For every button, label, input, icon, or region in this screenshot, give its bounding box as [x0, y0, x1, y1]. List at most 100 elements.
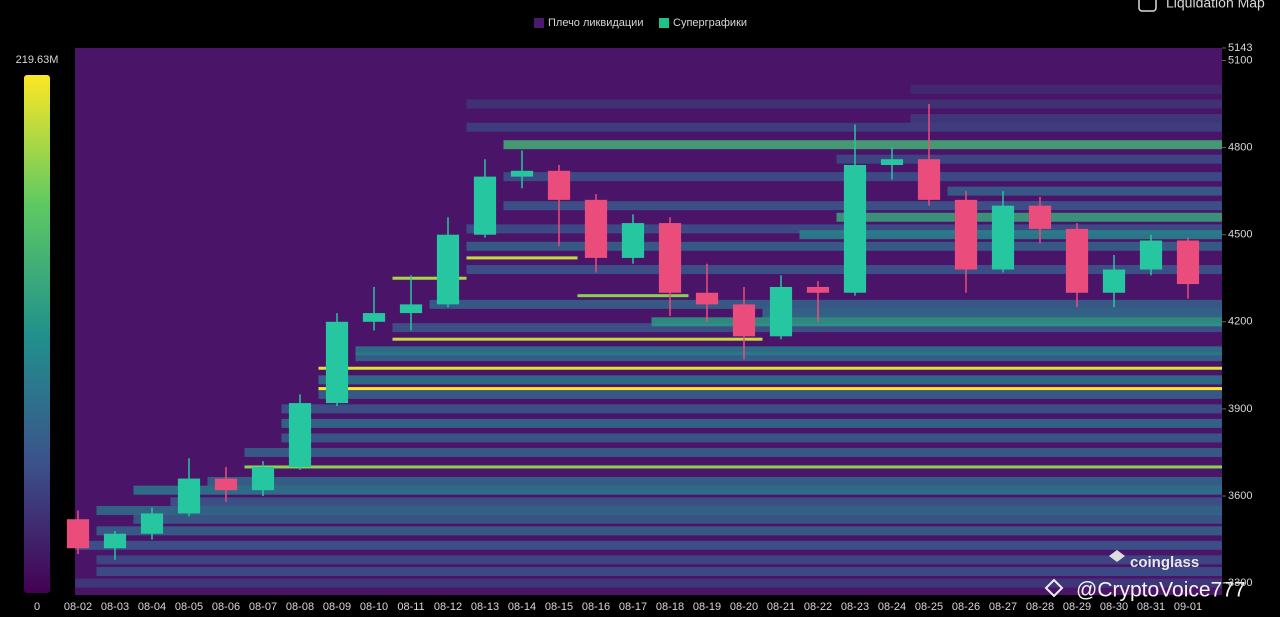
- x-tick-label: 08-13: [471, 601, 499, 613]
- x-tick-label: 08-30: [1100, 601, 1128, 613]
- y-tick-label: 3900: [1228, 403, 1252, 415]
- candle-body: [695, 292, 719, 305]
- candle-body: [658, 223, 682, 293]
- colorbar-label: 219.63M: [16, 54, 59, 66]
- candle-body: [362, 313, 386, 322]
- y-tick-label: 4500: [1228, 229, 1252, 241]
- candle-body: [473, 176, 497, 235]
- y-tick-label: 3600: [1228, 490, 1252, 502]
- candle-body: [732, 304, 756, 337]
- liquidation-level: [392, 337, 763, 341]
- candle-body: [843, 165, 867, 293]
- y-tick-label: 4800: [1228, 141, 1252, 153]
- liquidation-level: [244, 465, 1222, 469]
- liquidation-level: [96, 555, 1222, 565]
- liquidation-level: [910, 85, 1222, 95]
- candle-body: [214, 478, 238, 491]
- x-tick-label: 08-20: [730, 601, 758, 613]
- x-tick-label: 08-14: [508, 601, 536, 613]
- candle-body: [769, 286, 793, 337]
- watermark-icon: [1044, 578, 1064, 598]
- liquidation-level: [244, 447, 1222, 457]
- y-tick-label: 4200: [1228, 316, 1252, 328]
- liquidation-level: [466, 99, 1222, 109]
- candle-body: [325, 321, 349, 404]
- candle-body: [510, 170, 534, 177]
- liquidation-level: [466, 256, 578, 260]
- x-tick-label: 08-17: [619, 601, 647, 613]
- candle-body: [177, 478, 201, 514]
- candle-body: [399, 304, 423, 314]
- candle-body: [251, 466, 275, 491]
- candles: [66, 104, 1200, 560]
- x-tick-label: 08-11: [397, 601, 424, 613]
- y-tick-label: 5143: [1228, 42, 1252, 54]
- x-tick-label: 08-28: [1026, 601, 1054, 613]
- x-tick-label: 08-05: [175, 601, 203, 613]
- x-tick-label: 08-19: [693, 601, 721, 613]
- colorbar: [24, 75, 50, 593]
- candle-body: [584, 199, 608, 258]
- liquidation-level: [75, 578, 1222, 588]
- liquidation-level: [836, 154, 1222, 164]
- x-tick-label: 08-21: [767, 601, 795, 613]
- liquidation-level: [133, 485, 1222, 495]
- y-tick-label: 3300: [1228, 577, 1252, 589]
- candle-body: [954, 199, 978, 270]
- liquidation-level: [392, 323, 1222, 333]
- legend-swatch: [659, 18, 669, 28]
- x-tick-label: 08-22: [804, 601, 832, 613]
- liquidation-level: [96, 526, 1222, 536]
- x-tick-label: 08-12: [434, 601, 462, 613]
- candle-body: [621, 223, 645, 258]
- liquidation-level: [577, 294, 689, 298]
- liquidation-level: [207, 476, 1222, 486]
- liquidation-level: [281, 418, 1222, 428]
- liquidation-level: [170, 497, 1222, 507]
- liquidation-level: [133, 514, 1222, 524]
- x-tick-label: 08-10: [360, 601, 388, 613]
- watermark: coinglass: [1130, 554, 1199, 571]
- x-tick-label: 08-29: [1063, 601, 1091, 613]
- x-tick-label: 08-23: [841, 601, 869, 613]
- liquidation-level: [429, 299, 1222, 309]
- watermark-icon: [1109, 550, 1125, 562]
- x-tick-label: 08-31: [1137, 601, 1165, 613]
- watermark: @CryptoVoice777: [1076, 579, 1246, 602]
- x-tick-label: 08-27: [989, 601, 1017, 613]
- candle-body: [547, 170, 571, 200]
- y-tick-label: 5100: [1228, 54, 1252, 66]
- legend-label: Плечо ликвидации: [548, 17, 643, 29]
- liquidation-level: [96, 566, 1222, 576]
- liquidation-level: [75, 540, 1222, 550]
- candle-body: [806, 286, 830, 293]
- x-tick-label: 08-26: [952, 601, 980, 613]
- candle-body: [880, 159, 904, 166]
- x-tick-label: 08-06: [212, 601, 240, 613]
- toggle-checkbox[interactable]: [1138, 0, 1157, 12]
- toggle-label[interactable]: Liquidation Map: [1166, 0, 1265, 11]
- colorbar-label: 0: [34, 601, 40, 613]
- candle-body: [140, 513, 164, 534]
- liquidation-level: [96, 506, 1222, 516]
- liquidation-level: [355, 346, 1222, 356]
- liquidation-level: [318, 366, 1222, 370]
- legend: Плечо ликвидации Суперграфики: [534, 17, 747, 29]
- legend-swatch: [534, 18, 544, 28]
- candle-body: [991, 205, 1015, 270]
- candle-body: [1065, 228, 1089, 293]
- liquidation-level: [355, 352, 1222, 362]
- liquidation-level: [503, 140, 1222, 150]
- x-tick-label: 08-09: [323, 601, 351, 613]
- liquidation-level: [318, 387, 1222, 391]
- candle-body: [917, 159, 941, 200]
- x-tick-label: 08-25: [915, 601, 943, 613]
- liquidation-level: [318, 375, 1222, 385]
- candle-body: [1102, 269, 1126, 293]
- liquidation-level: [281, 433, 1222, 443]
- x-tick-label: 09-01: [1174, 601, 1202, 613]
- candle-body: [103, 533, 127, 549]
- x-tick-label: 08-07: [249, 601, 277, 613]
- liquidation-level: [762, 308, 1222, 318]
- liquidation-level: [910, 114, 1222, 124]
